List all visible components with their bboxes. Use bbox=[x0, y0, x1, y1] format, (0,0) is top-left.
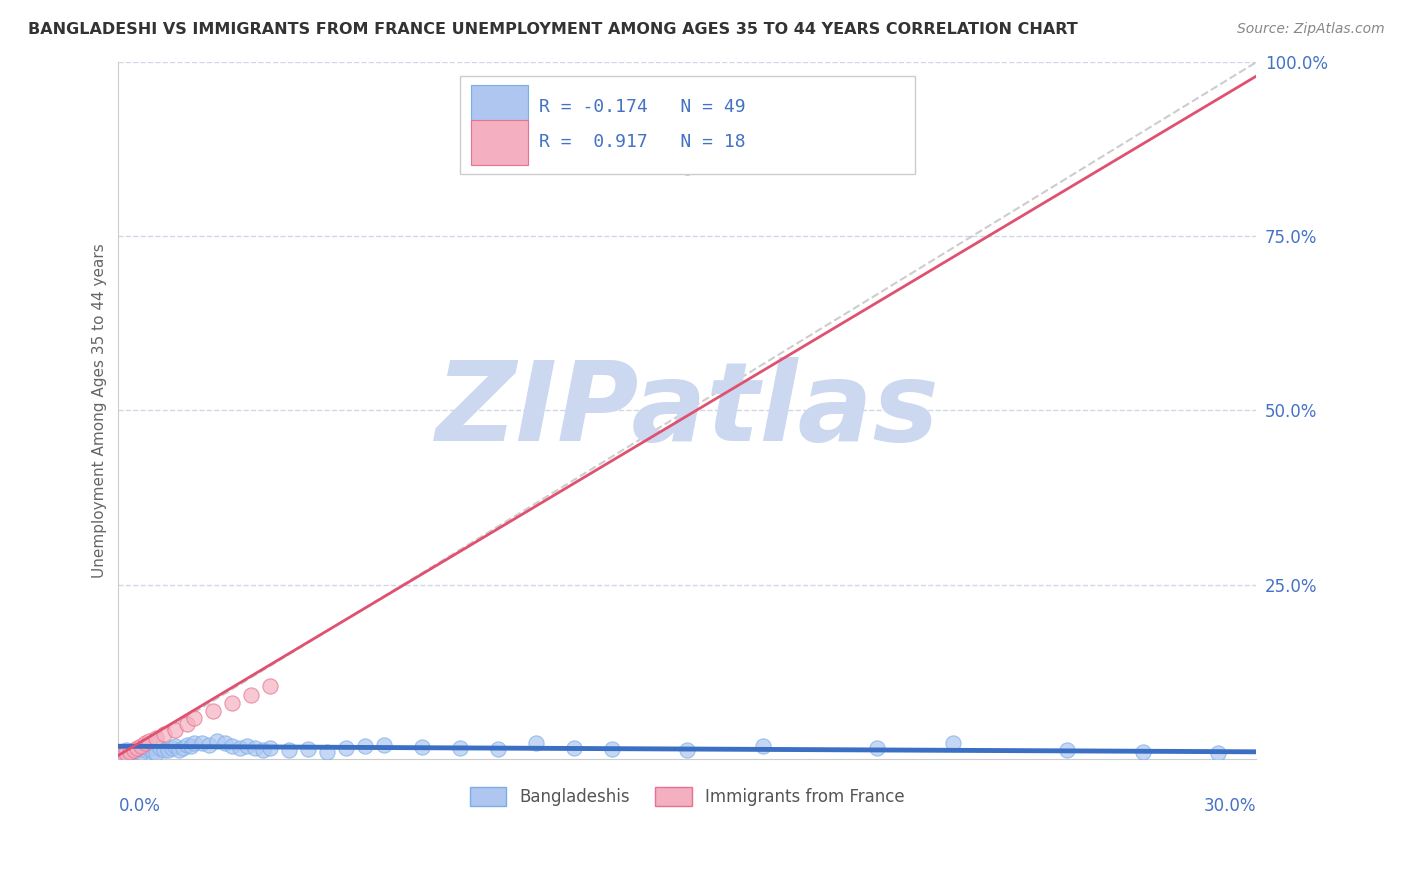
Point bbox=[221, 739, 243, 754]
Text: 0.0%: 0.0% bbox=[118, 797, 160, 815]
Point bbox=[176, 717, 198, 731]
Point bbox=[198, 738, 221, 752]
FancyBboxPatch shape bbox=[471, 85, 529, 130]
Point bbox=[127, 743, 149, 757]
Point bbox=[259, 679, 281, 693]
Point bbox=[1208, 746, 1230, 760]
Point bbox=[221, 696, 243, 710]
Point bbox=[259, 741, 281, 756]
Point bbox=[335, 740, 357, 755]
Point bbox=[111, 748, 134, 763]
Point bbox=[866, 741, 889, 756]
Point bbox=[179, 739, 201, 754]
Point bbox=[676, 160, 699, 174]
Point bbox=[449, 741, 471, 756]
Point bbox=[122, 745, 145, 759]
Text: BANGLADESHI VS IMMIGRANTS FROM FRANCE UNEMPLOYMENT AMONG AGES 35 TO 44 YEARS COR: BANGLADESHI VS IMMIGRANTS FROM FRANCE UN… bbox=[28, 22, 1078, 37]
Point bbox=[600, 742, 623, 756]
Point bbox=[191, 736, 214, 750]
Point bbox=[167, 743, 190, 757]
Point bbox=[183, 736, 205, 750]
Point bbox=[145, 731, 167, 745]
Point bbox=[562, 740, 585, 755]
Point bbox=[486, 742, 509, 756]
Point bbox=[156, 743, 179, 757]
Y-axis label: Unemployment Among Ages 35 to 44 years: Unemployment Among Ages 35 to 44 years bbox=[93, 244, 107, 578]
Point bbox=[134, 736, 156, 750]
Point bbox=[411, 739, 433, 754]
Point bbox=[115, 743, 138, 757]
Point bbox=[138, 742, 160, 756]
Point bbox=[165, 723, 187, 737]
Point bbox=[153, 727, 176, 741]
Point bbox=[118, 745, 141, 759]
Point bbox=[278, 743, 301, 757]
Point bbox=[145, 746, 167, 760]
Point bbox=[176, 738, 198, 752]
Point bbox=[316, 745, 339, 759]
Point bbox=[149, 741, 172, 756]
Point bbox=[160, 740, 183, 755]
Point bbox=[229, 740, 252, 755]
Point bbox=[202, 705, 225, 719]
FancyBboxPatch shape bbox=[471, 120, 529, 165]
Point bbox=[354, 739, 377, 754]
Point bbox=[153, 743, 176, 757]
Text: ZIPatlas: ZIPatlas bbox=[436, 357, 939, 464]
Point bbox=[524, 736, 547, 750]
Point bbox=[942, 736, 965, 750]
Point bbox=[236, 739, 259, 754]
Point bbox=[252, 743, 274, 757]
Point bbox=[129, 746, 152, 760]
Point bbox=[243, 741, 266, 756]
Point bbox=[214, 736, 236, 750]
Point bbox=[134, 743, 156, 757]
Point bbox=[205, 734, 228, 748]
Point bbox=[165, 739, 187, 754]
Text: R =  0.917   N = 18: R = 0.917 N = 18 bbox=[540, 133, 747, 152]
Point bbox=[240, 688, 263, 702]
Point bbox=[373, 738, 395, 752]
Point bbox=[1056, 743, 1078, 757]
Text: R = -0.174   N = 49: R = -0.174 N = 49 bbox=[540, 98, 747, 117]
Point bbox=[118, 746, 141, 760]
Point bbox=[183, 711, 205, 725]
Point bbox=[676, 743, 699, 757]
Legend: Bangladeshis, Immigrants from France: Bangladeshis, Immigrants from France bbox=[463, 780, 911, 814]
Point bbox=[142, 745, 165, 759]
Point bbox=[1132, 745, 1154, 759]
Point bbox=[122, 743, 145, 757]
Point bbox=[111, 745, 134, 759]
Point bbox=[752, 739, 775, 754]
Text: 30.0%: 30.0% bbox=[1204, 797, 1257, 815]
Point bbox=[297, 742, 319, 756]
Point bbox=[127, 741, 149, 756]
Point bbox=[172, 741, 194, 756]
Point bbox=[138, 734, 160, 748]
FancyBboxPatch shape bbox=[460, 76, 915, 174]
Point bbox=[129, 739, 152, 754]
Text: Source: ZipAtlas.com: Source: ZipAtlas.com bbox=[1237, 22, 1385, 37]
Point bbox=[115, 746, 138, 760]
